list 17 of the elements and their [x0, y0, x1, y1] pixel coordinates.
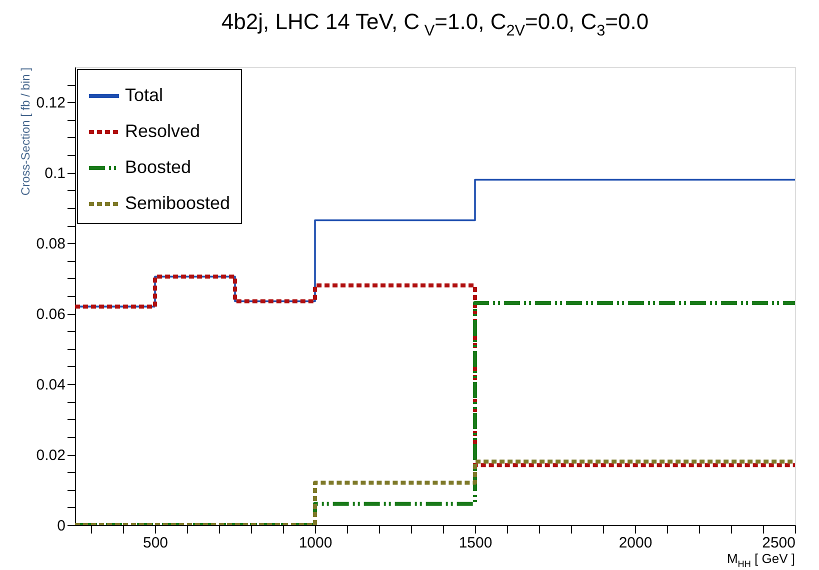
y-tick-label: 0.1 — [44, 165, 66, 182]
x-tick-label: 1500 — [458, 534, 492, 552]
y-axis-title: Cross-Section [ fb / bin ] — [18, 68, 32, 196]
y-tick-label: 0.04 — [36, 376, 66, 394]
y-tick-label: 0.06 — [36, 306, 66, 324]
x-tick-label: 2500 — [762, 534, 796, 552]
x-tick-label: 2000 — [618, 534, 652, 552]
x-tick-label: 1000 — [298, 534, 332, 552]
y-tick-label: 0.12 — [36, 94, 66, 112]
y-tick-label: 0 — [57, 518, 66, 534]
legend-label: Boosted — [125, 157, 192, 177]
legend-label: Resolved — [125, 121, 200, 141]
x-tick-label: 500 — [142, 534, 168, 552]
legend-label: Total — [125, 85, 164, 105]
y-tick-label: 0.08 — [36, 236, 66, 253]
y-tick-label: 0.02 — [36, 447, 66, 464]
legend-label: Semiboosted — [125, 193, 230, 213]
